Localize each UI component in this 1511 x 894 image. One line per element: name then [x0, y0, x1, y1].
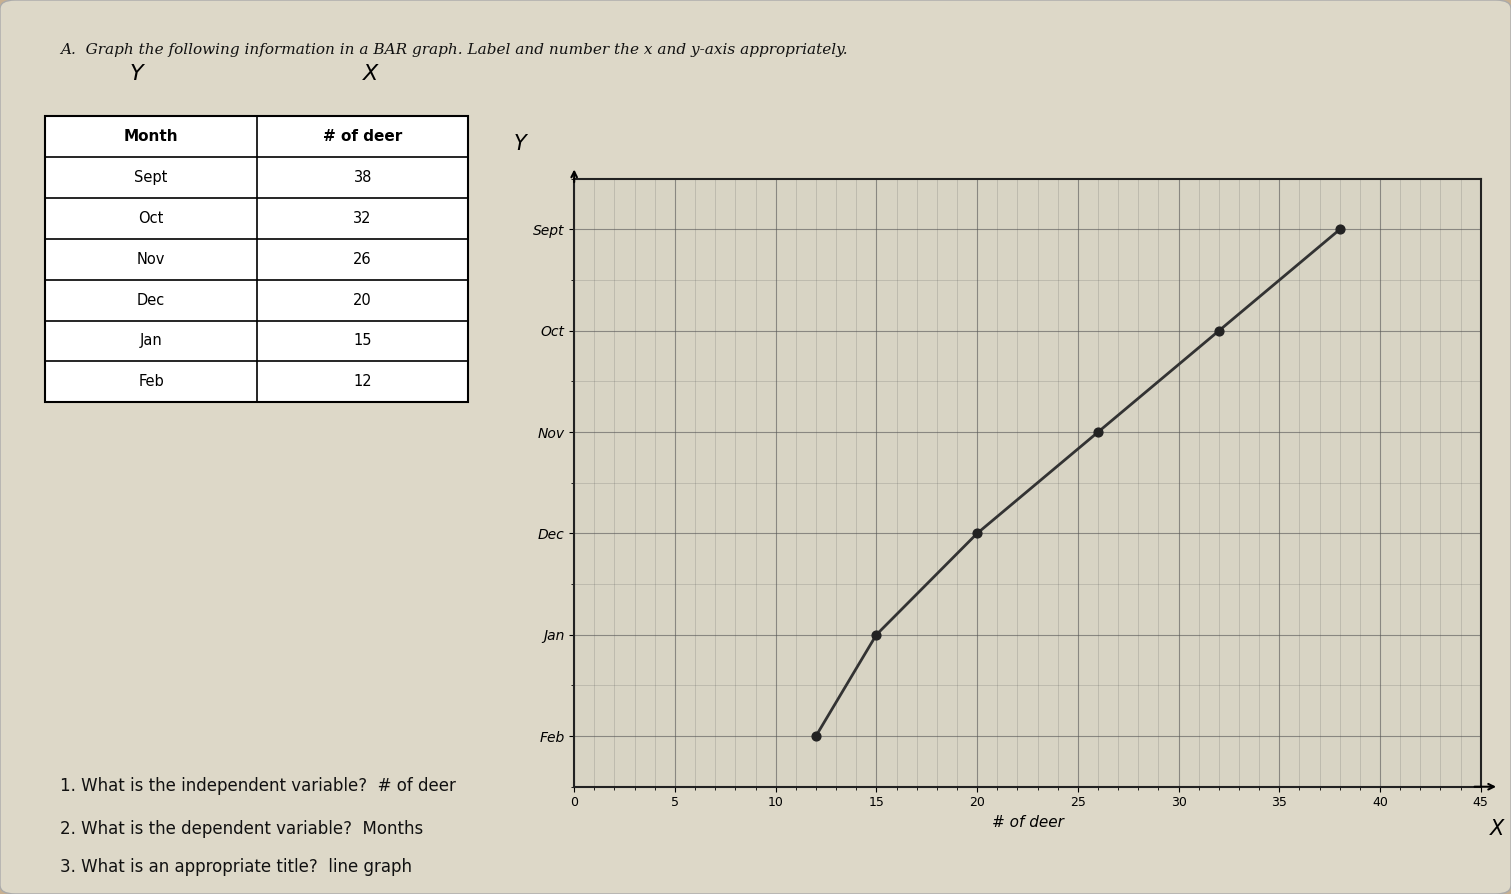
Text: X: X [1490, 819, 1503, 839]
Point [864, 628, 888, 642]
Point [1086, 425, 1111, 439]
Text: Jan: Jan [139, 333, 163, 349]
Text: 15: 15 [354, 333, 372, 349]
Text: Y: Y [514, 134, 526, 155]
Text: Y: Y [130, 64, 144, 84]
Text: 26: 26 [354, 252, 372, 266]
Point [1328, 223, 1352, 237]
Text: Sept: Sept [134, 170, 168, 185]
Text: Nov: Nov [138, 252, 165, 266]
Point [804, 729, 828, 743]
Text: 3. What is an appropriate title?  line graph: 3. What is an appropriate title? line gr… [60, 857, 413, 875]
Text: Feb: Feb [138, 375, 165, 390]
Text: A.  Graph the following information in a BAR graph. Label and number the x and y: A. Graph the following information in a … [60, 43, 848, 56]
Point [966, 527, 990, 541]
Text: Month: Month [124, 129, 178, 144]
Point [1207, 324, 1231, 338]
Text: Dec: Dec [138, 292, 165, 308]
Text: 2. What is the dependent variable?  Months: 2. What is the dependent variable? Month… [60, 820, 423, 838]
Text: 12: 12 [354, 375, 372, 390]
Text: # of deer: # of deer [323, 129, 402, 144]
Text: X: X [363, 64, 378, 84]
Text: Oct: Oct [139, 211, 163, 226]
Text: 32: 32 [354, 211, 372, 226]
Text: 1. What is the independent variable?  # of deer: 1. What is the independent variable? # o… [60, 777, 456, 795]
X-axis label: # of deer: # of deer [991, 815, 1064, 830]
Text: 20: 20 [354, 292, 372, 308]
Text: 38: 38 [354, 170, 372, 185]
